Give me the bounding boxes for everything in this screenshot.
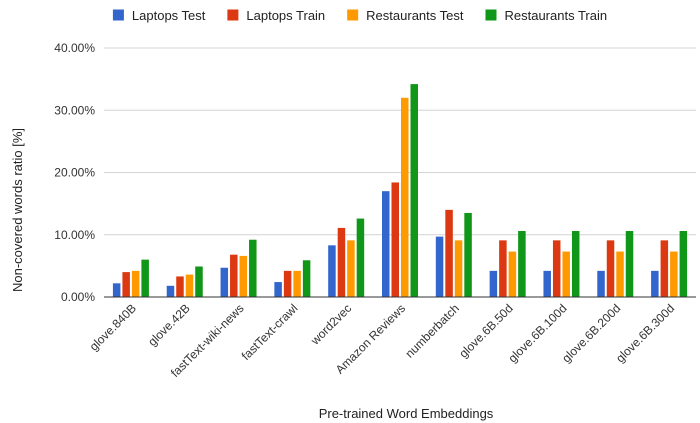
bar (651, 270, 659, 297)
bar (625, 231, 634, 297)
bar (283, 270, 292, 297)
bar (489, 270, 498, 297)
legend-swatch (347, 9, 359, 21)
legend-swatch (227, 9, 239, 21)
bar (670, 251, 678, 297)
bar (679, 231, 688, 297)
bar (112, 283, 121, 297)
bar (410, 84, 418, 297)
y-axis-ticks: 0.00% 10.00% 20.00% 30.00% 40.00% (54, 41, 95, 304)
bar (552, 240, 561, 297)
bar (249, 239, 257, 297)
bar (122, 272, 130, 297)
legend-label: Restaurants Train (504, 8, 607, 23)
bar (597, 270, 605, 297)
bar (401, 97, 409, 297)
bar (508, 251, 517, 297)
bar (166, 285, 175, 297)
bar (195, 266, 203, 297)
bar (518, 231, 526, 297)
bar (328, 245, 336, 297)
legend: Laptops Test Laptops Train Restaurants Tes… (112, 8, 607, 23)
x-tick-label: fastText-crawl (239, 301, 301, 363)
y-tick-label: 40.00% (54, 41, 95, 55)
bar (356, 218, 365, 297)
y-tick-label: 30.00% (54, 103, 95, 117)
bar (606, 240, 615, 297)
legend-swatch (485, 9, 497, 21)
x-axis-ticks: glove.840B glove.42BfastText-wiki-newsfas… (87, 301, 678, 380)
y-tick-label: 20.00% (54, 166, 95, 180)
x-axis-title: Pre-trained Word Embeddings (319, 406, 494, 421)
y-tick-label: 0.00% (61, 290, 95, 304)
bar (176, 276, 184, 297)
bar (302, 260, 311, 297)
gridlines (104, 47, 696, 236)
bar (220, 267, 229, 297)
bar (347, 240, 355, 297)
bar (230, 254, 238, 297)
bar (660, 240, 669, 297)
legend-label: Laptops Test (132, 8, 206, 23)
legend-swatch (112, 9, 124, 21)
bar (274, 282, 282, 297)
bar (571, 231, 580, 297)
bar (445, 209, 453, 297)
bar (131, 270, 140, 297)
bar (293, 270, 301, 297)
bar (435, 236, 444, 297)
legend-label: Restaurants Test (366, 8, 464, 23)
bar (239, 255, 248, 297)
y-axis-title: Non-covered words ratio [%] (10, 128, 25, 292)
bar (454, 240, 463, 297)
bar (337, 227, 346, 297)
legend-label: Laptops Train (246, 8, 325, 23)
bar (499, 240, 507, 297)
bars (112, 84, 688, 297)
x-tick-label: numberbatch (403, 301, 462, 360)
bar (543, 270, 551, 297)
bar (382, 191, 390, 297)
x-tick-label: glove.42B (145, 301, 193, 349)
x-tick-label: glove.6B.50d (456, 301, 515, 360)
x-tick-label: word2vec (307, 301, 354, 348)
bar (185, 274, 194, 297)
bar (562, 251, 570, 297)
bar (464, 212, 472, 297)
y-tick-label: 10.00% (54, 228, 95, 242)
x-tick-label: glove.840B (87, 301, 139, 353)
bar (141, 259, 149, 297)
bar (391, 182, 399, 297)
bar (616, 251, 624, 297)
